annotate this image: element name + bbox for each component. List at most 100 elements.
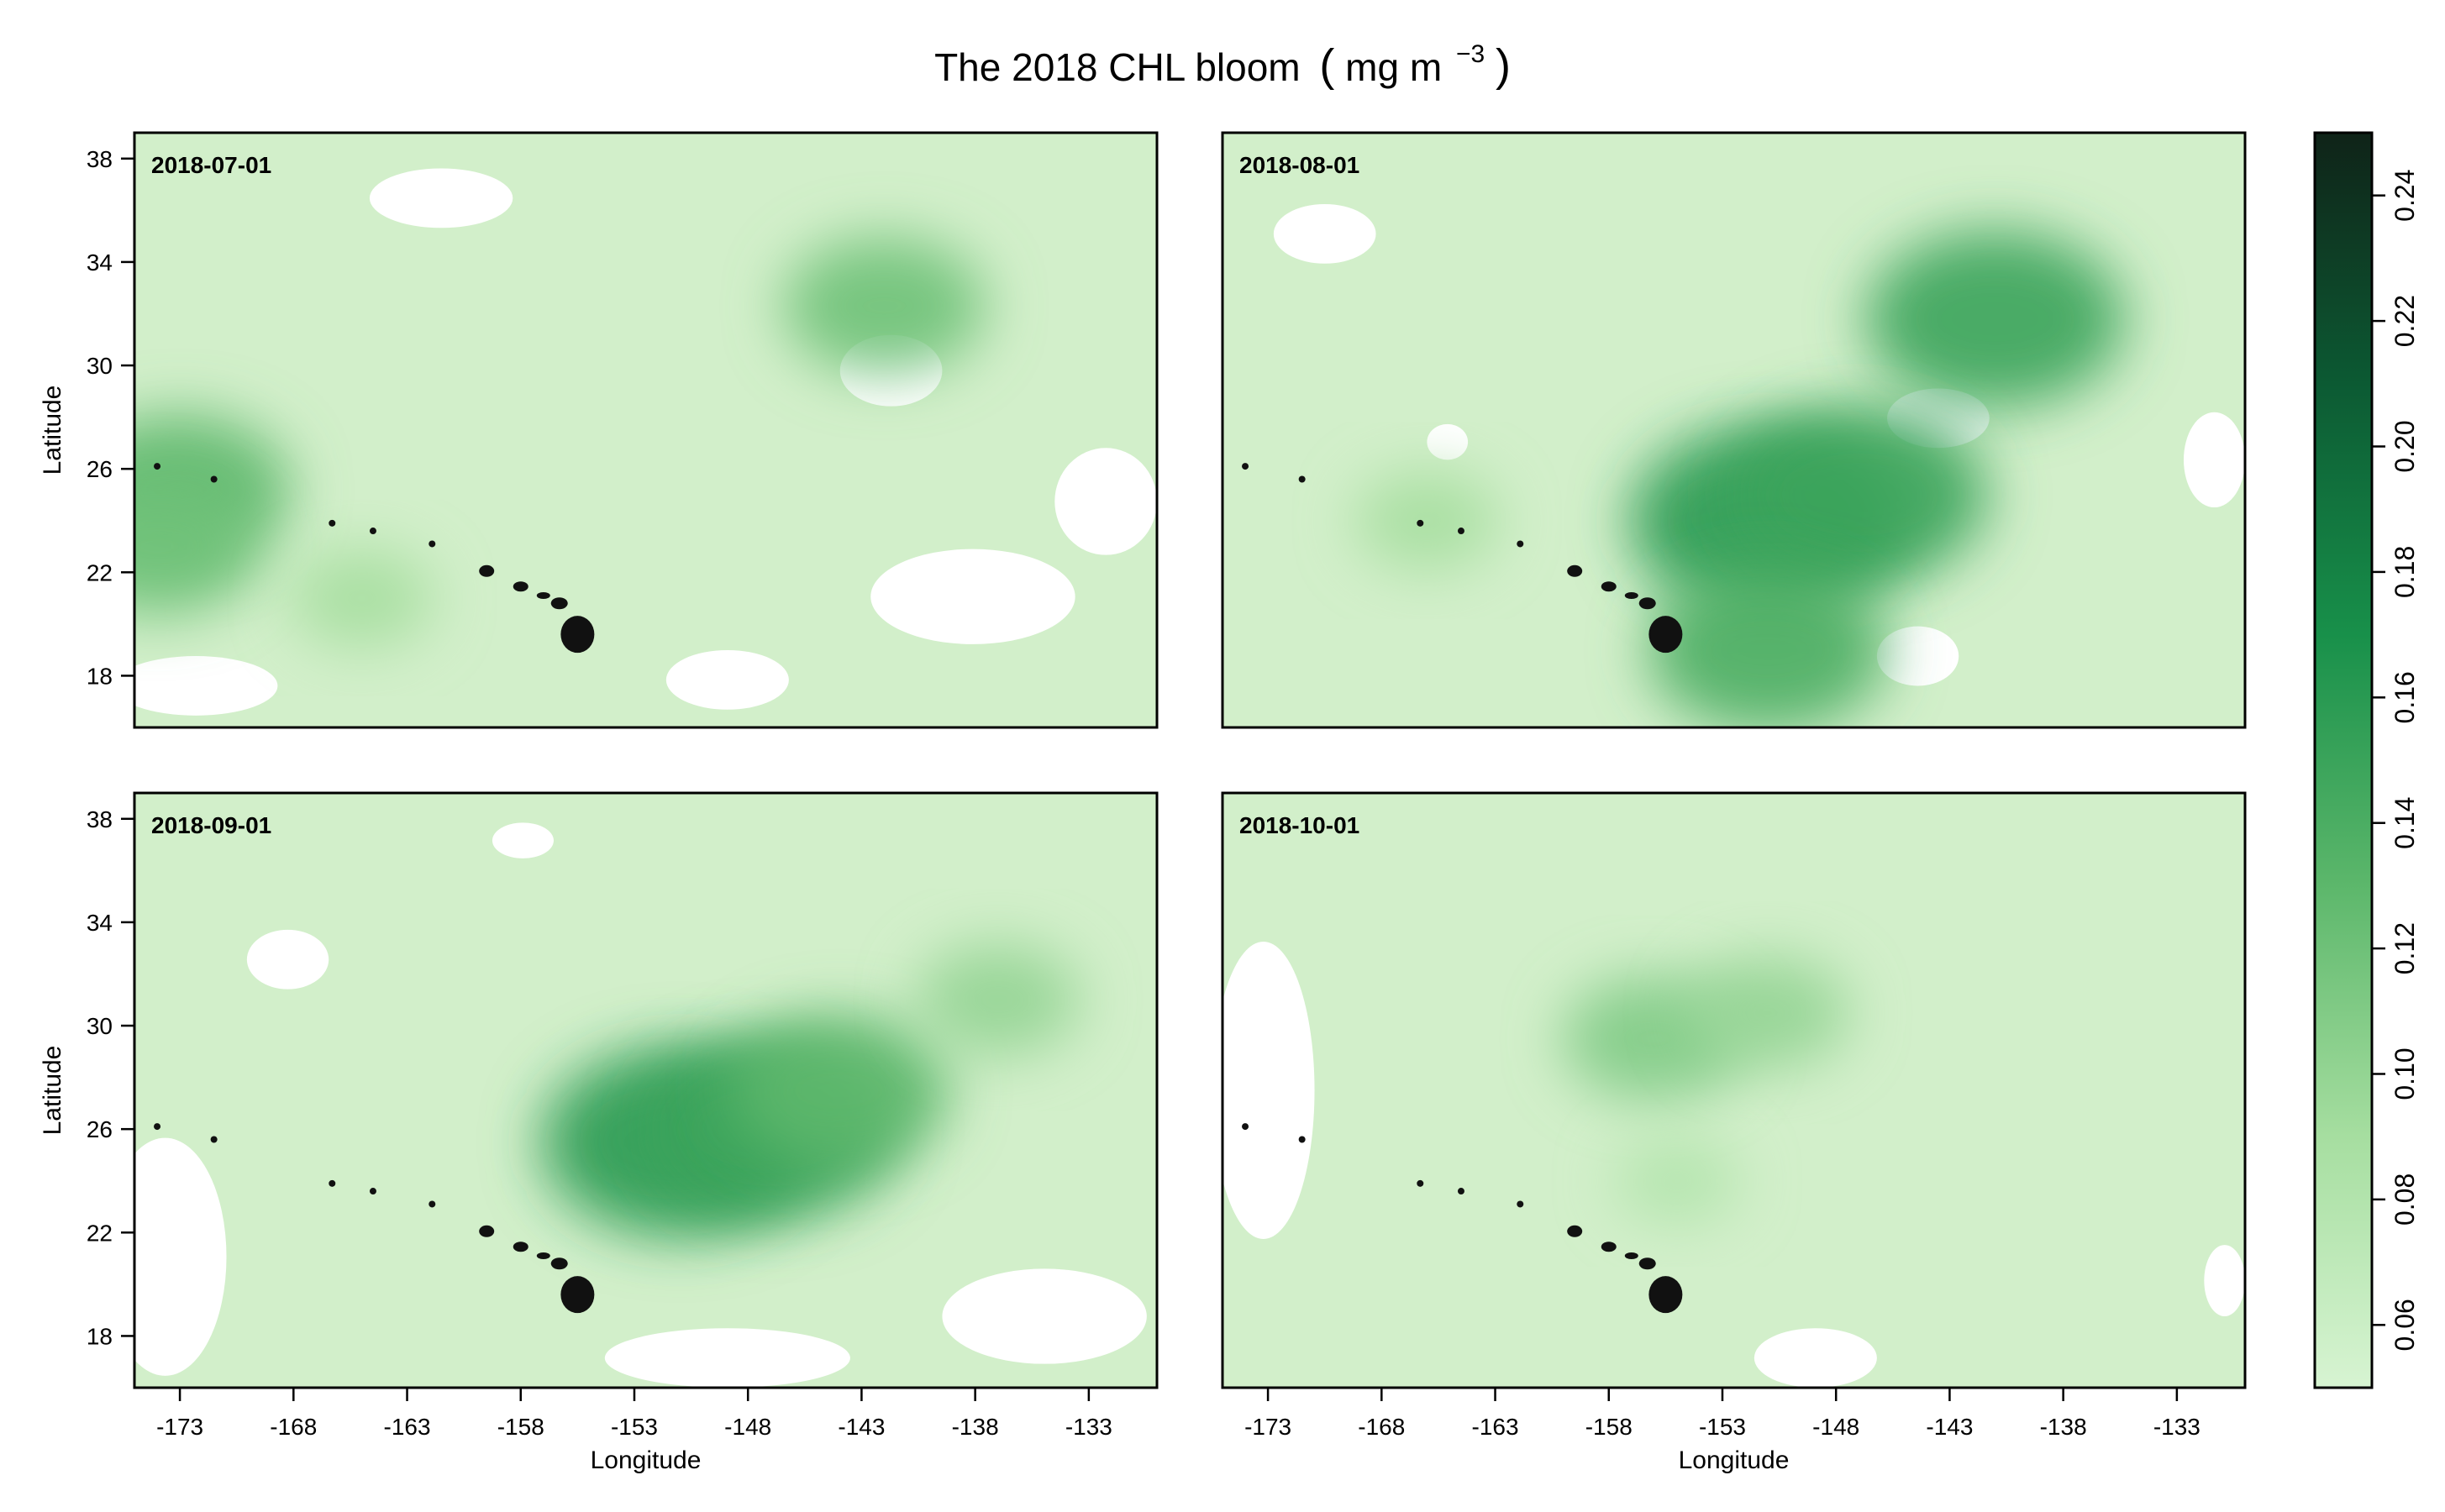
x-tick-label: -168: [270, 1414, 317, 1440]
island-mark: [1601, 1242, 1617, 1252]
panel-frame: [1221, 131, 2247, 729]
x-tick-label: -143: [1926, 1414, 1973, 1440]
island-mark: [536, 592, 550, 600]
island-mark: [1601, 581, 1617, 592]
island-mark: [1638, 1257, 1656, 1270]
atoll-mark: [369, 1188, 376, 1195]
x-tick-label: -173: [156, 1414, 203, 1440]
atoll-mark: [429, 540, 436, 548]
colorbar-tick-label: 0.10: [2390, 1047, 2420, 1100]
island-mark: [1624, 592, 1638, 600]
missing-data-patch: [2183, 412, 2245, 508]
colorbar-tick-label: 0.18: [2390, 546, 2420, 598]
x-tick-label: -143: [838, 1414, 885, 1440]
atoll-mark: [1457, 528, 1464, 535]
x-tick-label: -133: [2153, 1414, 2200, 1440]
colorbar-tick-label: 0.22: [2390, 295, 2420, 347]
bloom-patch: [134, 477, 259, 616]
colorbar-tick-label: 0.12: [2390, 922, 2420, 974]
bloom-patch: [1729, 407, 1988, 583]
x-tick-label: -163: [384, 1414, 431, 1440]
bloom-patch: [1865, 231, 2125, 407]
missing-data-patch: [246, 929, 329, 990]
island-mark: [550, 597, 568, 610]
missing-data-patch: [1222, 942, 1315, 1239]
atoll-mark: [429, 1200, 436, 1208]
island-mark: [550, 1257, 568, 1270]
y-tick-label: 30: [87, 1013, 113, 1039]
y-tick-label: 26: [87, 456, 113, 482]
y-tick-label: 38: [87, 806, 113, 832]
x-tick-label: -153: [1699, 1414, 1746, 1440]
x-axis-label: Longitude: [591, 1446, 702, 1474]
map-panels: 2018-07-01 18 22 26 30 34 38 Latitude 2018-08-01…: [39, 131, 2247, 1474]
map-panel-2: 2018-08-01: [1221, 131, 2247, 729]
island-mark: [560, 1276, 595, 1314]
x-tick-label: -158: [1585, 1414, 1633, 1440]
panel-date-label: 2018-10-01: [1239, 812, 1359, 838]
y-tick-label: 18: [87, 1323, 113, 1349]
panel-frame: [133, 131, 1159, 729]
island-mark: [1567, 564, 1583, 577]
atoll-mark: [1517, 540, 1524, 548]
island-mark: [1648, 1276, 1683, 1314]
atoll-mark: [154, 463, 161, 470]
x-tick-label: -148: [724, 1414, 771, 1440]
atoll-mark: [210, 475, 218, 483]
map-field-1: [134, 133, 1157, 727]
island-mark: [536, 1252, 550, 1260]
atoll-mark: [154, 1123, 161, 1131]
map-field-3: [134, 793, 1157, 1388]
panel-frame: [133, 791, 1159, 1389]
x-tick-label: -158: [497, 1414, 544, 1440]
missing-data-patch: [665, 649, 789, 710]
atoll-mark: [369, 528, 376, 535]
x-tick-label: -153: [611, 1414, 658, 1440]
island-mark: [560, 616, 595, 654]
y-tick-label: 18: [87, 663, 113, 689]
x-tick-label: -163: [1472, 1414, 1519, 1440]
missing-data-patch: [1427, 423, 1469, 460]
bloom-patch: [1613, 1137, 1740, 1224]
island-mark: [513, 581, 528, 592]
x-tick-label: -168: [1358, 1414, 1405, 1440]
missing-data-patch: [1876, 626, 1959, 686]
missing-data-patch: [1754, 1328, 1877, 1388]
y-tick-label: 26: [87, 1116, 113, 1142]
colorbar: 0.06 0.08 0.10 0.12 0.14 0.16 0.18 0.20 0.22 0.24: [2313, 131, 2420, 1389]
atoll-mark: [210, 1136, 218, 1143]
title-unit-open-paren: (: [1319, 40, 1334, 91]
map-field-4: [1222, 793, 2245, 1388]
panel-frame: [1221, 791, 2247, 1389]
atoll-mark: [1242, 463, 1249, 470]
island-mark: [479, 564, 495, 577]
missing-data-patch: [492, 822, 554, 858]
y-tick-label: 22: [87, 559, 113, 585]
bloom-patch: [916, 943, 1081, 1056]
atoll-mark: [329, 1179, 336, 1187]
atoll-mark: [1242, 1123, 1249, 1131]
missing-data-patch: [1273, 203, 1376, 264]
colorbar-tick-label: 0.16: [2390, 671, 2420, 723]
missing-data-patch: [942, 1268, 1147, 1364]
atoll-mark: [1298, 1136, 1306, 1143]
panel-date-label: 2018-07-01: [151, 152, 271, 178]
missing-data-patch: [604, 1328, 850, 1388]
colorbar-gradient: [2315, 133, 2372, 1388]
x-tick-label: -138: [2040, 1414, 2087, 1440]
x-tick-label: -148: [1812, 1414, 1859, 1440]
atoll-mark: [329, 519, 336, 527]
missing-data-patch: [1054, 448, 1157, 555]
missing-data-patch: [870, 549, 1075, 644]
colorbar-frame: [2313, 131, 2374, 1389]
missing-data-patch: [369, 168, 513, 228]
x-tick-label: -138: [952, 1414, 999, 1440]
y-axis-label: Latitude: [39, 1046, 66, 1136]
map-panel-3: 2018-09-01 18 22 26 30 34 38 -173 -168 -163 -158 -1…: [39, 791, 1159, 1474]
y-tick-label: 38: [87, 146, 113, 172]
island-mark: [1648, 616, 1683, 654]
island-mark: [513, 1242, 528, 1252]
missing-data-patch: [134, 1137, 227, 1376]
missing-data-patch: [134, 656, 278, 716]
